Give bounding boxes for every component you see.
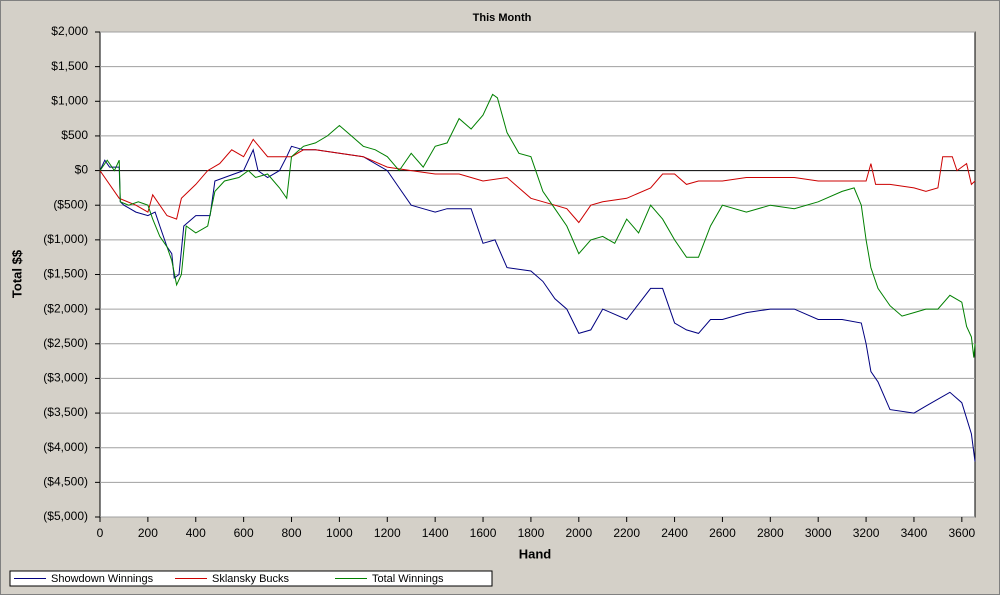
x-tick-label: 1000 [326,526,353,540]
y-tick-label: ($1,000) [43,232,88,246]
legend-label: Showdown Winnings [51,573,154,585]
y-tick-label: $2,000 [51,24,88,38]
x-tick-label: 2600 [709,526,736,540]
x-tick-label: 2800 [757,526,784,540]
x-tick-label: 3600 [948,526,975,540]
series-line [99,138,976,224]
x-tick-label: 600 [234,526,254,540]
y-tick-label: $1,000 [51,93,88,107]
x-tick-label: 1600 [470,526,497,540]
x-tick-label: 2000 [565,526,592,540]
y-tick-label: ($2,500) [43,336,88,350]
x-axis-label: Hand [519,546,552,561]
x-tick-label: 800 [282,526,302,540]
x-tick-label: 1200 [374,526,401,540]
y-tick-label: ($4,500) [43,475,88,489]
chart-title: This Month [473,12,532,24]
y-tick-label: ($4,000) [43,440,88,454]
x-tick-label: 400 [186,526,206,540]
y-tick-label: $500 [61,128,88,142]
y-tick-label: $0 [75,163,89,177]
legend-label: Total Winnings [372,573,444,585]
x-tick-label: 200 [138,526,158,540]
y-tick-label: ($2,000) [43,301,88,315]
y-tick-label: ($1,500) [43,267,88,281]
y-tick-label: ($500) [53,197,88,211]
x-tick-label: 2400 [661,526,688,540]
legend [9,570,493,587]
x-tick-label: 2200 [613,526,640,540]
series-line [99,145,976,462]
y-axis-label: Total $$ [9,249,24,298]
x-tick-label: 0 [97,526,104,540]
legend-label: Sklansky Bucks [212,573,290,585]
series-line [99,93,976,358]
x-tick-label: 3200 [853,526,880,540]
y-tick-label: ($3,500) [43,405,88,419]
x-tick-label: 1400 [422,526,449,540]
x-tick-label: 3000 [805,526,832,540]
x-tick-label: 3400 [901,526,928,540]
y-tick-label: ($5,000) [43,509,88,523]
y-tick-label: ($3,000) [43,371,88,385]
x-tick-label: 1800 [518,526,545,540]
y-tick-label: $1,500 [51,59,88,73]
